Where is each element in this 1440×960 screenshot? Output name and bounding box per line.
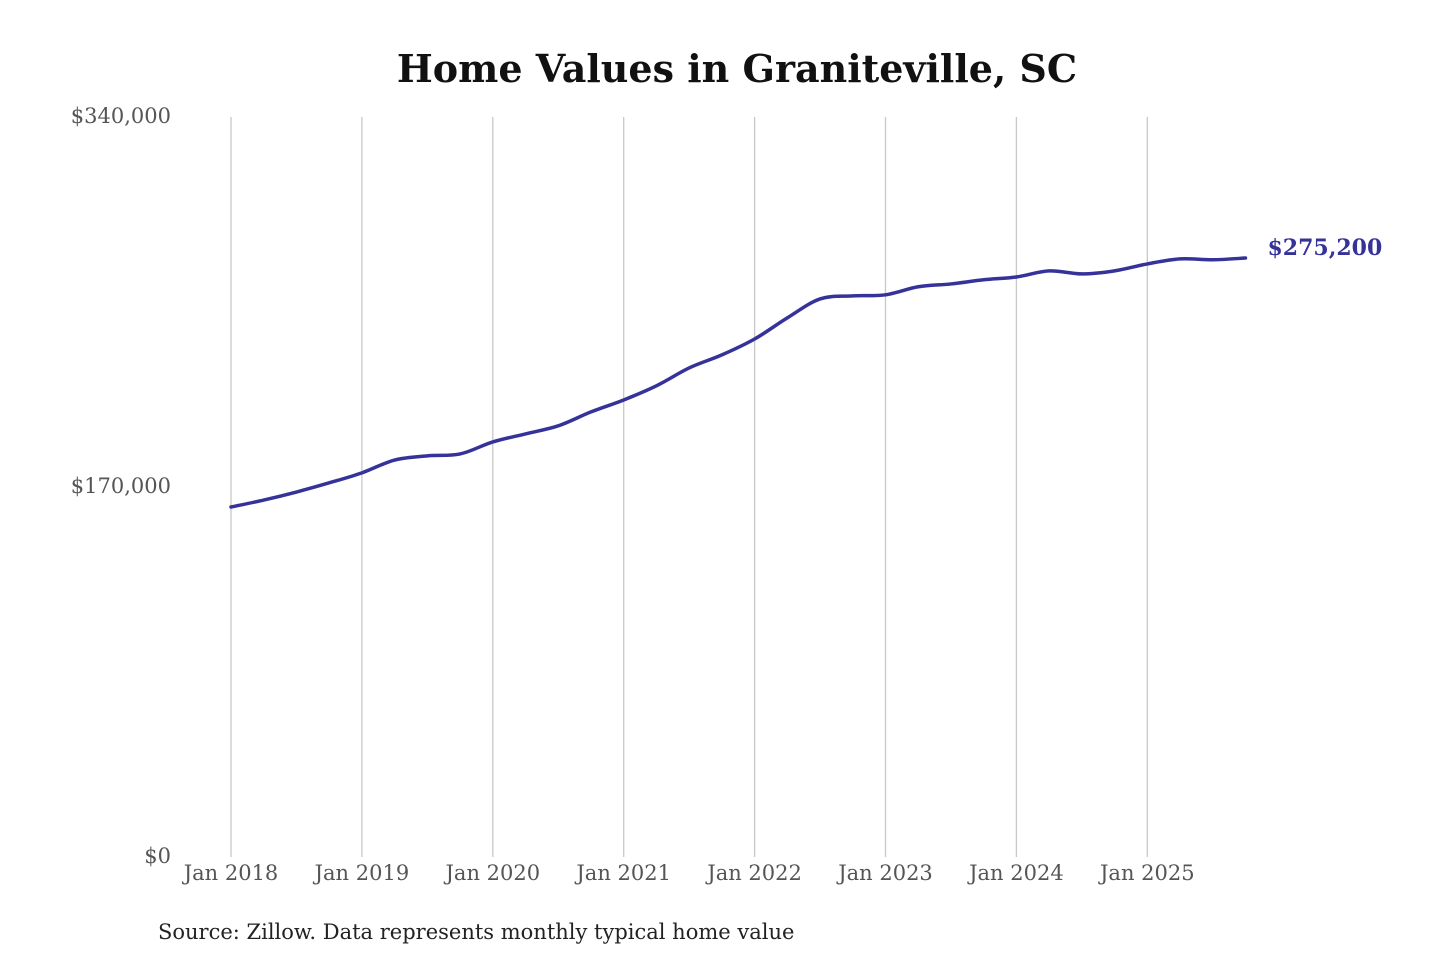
x-tick-label: Jan 2024 [967, 861, 1064, 885]
x-tick-label: Jan 2019 [313, 861, 410, 885]
series-line [229, 256, 1248, 509]
source-note: Source: Zillow. Data represents monthly … [158, 920, 794, 944]
y-tick-label: $340,000 [71, 104, 171, 128]
x-tick-label: Jan 2020 [444, 861, 541, 885]
y-axis: $0 $170,000 $340,000 [71, 104, 171, 868]
chart-title: Home Values in Graniteville, SC [397, 46, 1077, 91]
y-tick-label: $0 [144, 844, 171, 868]
x-tick-label: Jan 2022 [705, 861, 802, 885]
x-tick-label: Jan 2023 [836, 861, 933, 885]
x-tick-label: Jan 2021 [574, 861, 671, 885]
x-tick-label: Jan 2018 [182, 861, 279, 885]
end-value-label: $275,200 [1267, 235, 1382, 261]
gridlines [230, 117, 1148, 857]
x-tick-label: Jan 2025 [1098, 861, 1195, 885]
x-axis: Jan 2018 Jan 2019 Jan 2020 Jan 2021 Jan 2022… [182, 861, 1195, 885]
y-tick-label: $170,000 [71, 474, 171, 498]
